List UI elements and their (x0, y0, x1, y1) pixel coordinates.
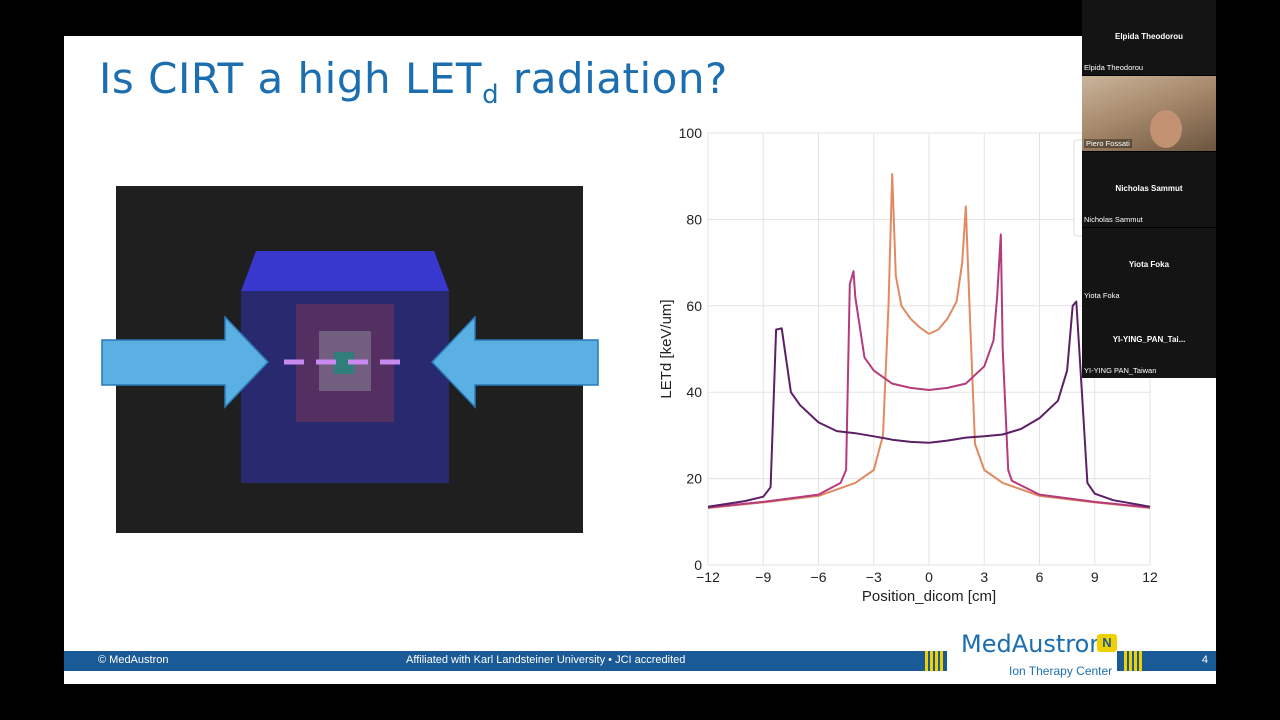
presentation-slide: Is CIRT a high LETd radiation? −12 −9 −6 −3… (64, 36, 1216, 684)
title-end-text: radiation? (499, 54, 728, 103)
series-line-2 (707, 233, 1151, 509)
title-main-text: Is CIRT a high LET (99, 54, 483, 103)
y-tick-label: 40 (686, 384, 702, 400)
participant-video-feed (1150, 110, 1182, 148)
participant-tile[interactable]: YI-YING_PAN_Tai... YI-YING PAN_Taiwan (1082, 303, 1216, 378)
y-tick-label: 20 (686, 471, 702, 487)
y-tick-label: 60 (686, 298, 702, 314)
affiliation-text: Affiliated with Karl Landsteiner Univers… (406, 654, 686, 666)
y-tick-label: 0 (694, 557, 702, 573)
x-tick-label: −9 (755, 569, 771, 585)
page-number: 4 (1201, 654, 1208, 666)
participant-name-label: YI-YING PAN_Taiwan (1084, 366, 1157, 375)
phantom-render (241, 251, 449, 483)
y-tick-label: 100 (679, 125, 703, 141)
participant-display-name: Yiota Foka (1128, 260, 1170, 269)
participant-display-name: Nicholas Sammut (1115, 184, 1183, 193)
x-tick-label: −3 (866, 569, 882, 585)
participant-tile[interactable]: Nicholas Sammut Nicholas Sammut (1082, 152, 1216, 227)
logo-badge: N (1097, 634, 1117, 652)
x-tick-label: 0 (925, 569, 933, 585)
participant-display-name: Elpida Theodorou (1115, 32, 1183, 41)
logo-subtitle: Ion Therapy Center (1009, 664, 1113, 678)
x-tick-label: 12 (1142, 569, 1158, 585)
slide-footer: © MedAustron Affiliated with Karl Landst… (64, 651, 1216, 671)
x-tick-label: −12 (696, 569, 720, 585)
participant-name-label: Nicholas Sammut (1084, 215, 1143, 224)
footer-stripes-left (925, 651, 943, 671)
footer-stripes-right (1124, 651, 1142, 671)
y-axis-label: LETd [keV/um] (658, 299, 675, 398)
series-line-3 (707, 300, 1151, 508)
x-axis-label: Position_dicom [cm] (862, 588, 996, 605)
left-beam-arrow (101, 316, 270, 409)
y-tick-label: 80 (686, 211, 702, 227)
x-tick-label: 3 (980, 569, 988, 585)
medaustron-logo: MedAustron N Ion Therapy Center (947, 630, 1117, 684)
participant-tile[interactable]: Yiota Foka Yiota Foka (1082, 228, 1216, 303)
participants-panel: Elpida Theodorou Elpida Theodorou Piero … (1082, 0, 1216, 378)
participant-name-label: Piero Fossati (1084, 139, 1132, 148)
x-tick-label: 9 (1091, 569, 1099, 585)
participant-name-label: Yiota Foka (1084, 291, 1120, 300)
x-tick-label: 6 (1036, 569, 1044, 585)
copyright-text: © MedAustron (98, 654, 169, 666)
slide-title: Is CIRT a high LETd radiation? (99, 54, 728, 110)
x-tick-label: −6 (811, 569, 827, 585)
participant-name-label: Elpida Theodorou (1084, 63, 1144, 72)
title-subscript: d (482, 80, 500, 110)
participant-tile[interactable]: Elpida Theodorou Elpida Theodorou (1082, 0, 1216, 75)
right-beam-arrow (430, 316, 599, 409)
participant-display-name: YI-YING_PAN_Tai... (1112, 335, 1186, 344)
series-line-1 (707, 173, 1151, 509)
logo-name: MedAustron (961, 630, 1105, 658)
participant-video-tile[interactable]: Piero Fossati (1082, 76, 1216, 151)
